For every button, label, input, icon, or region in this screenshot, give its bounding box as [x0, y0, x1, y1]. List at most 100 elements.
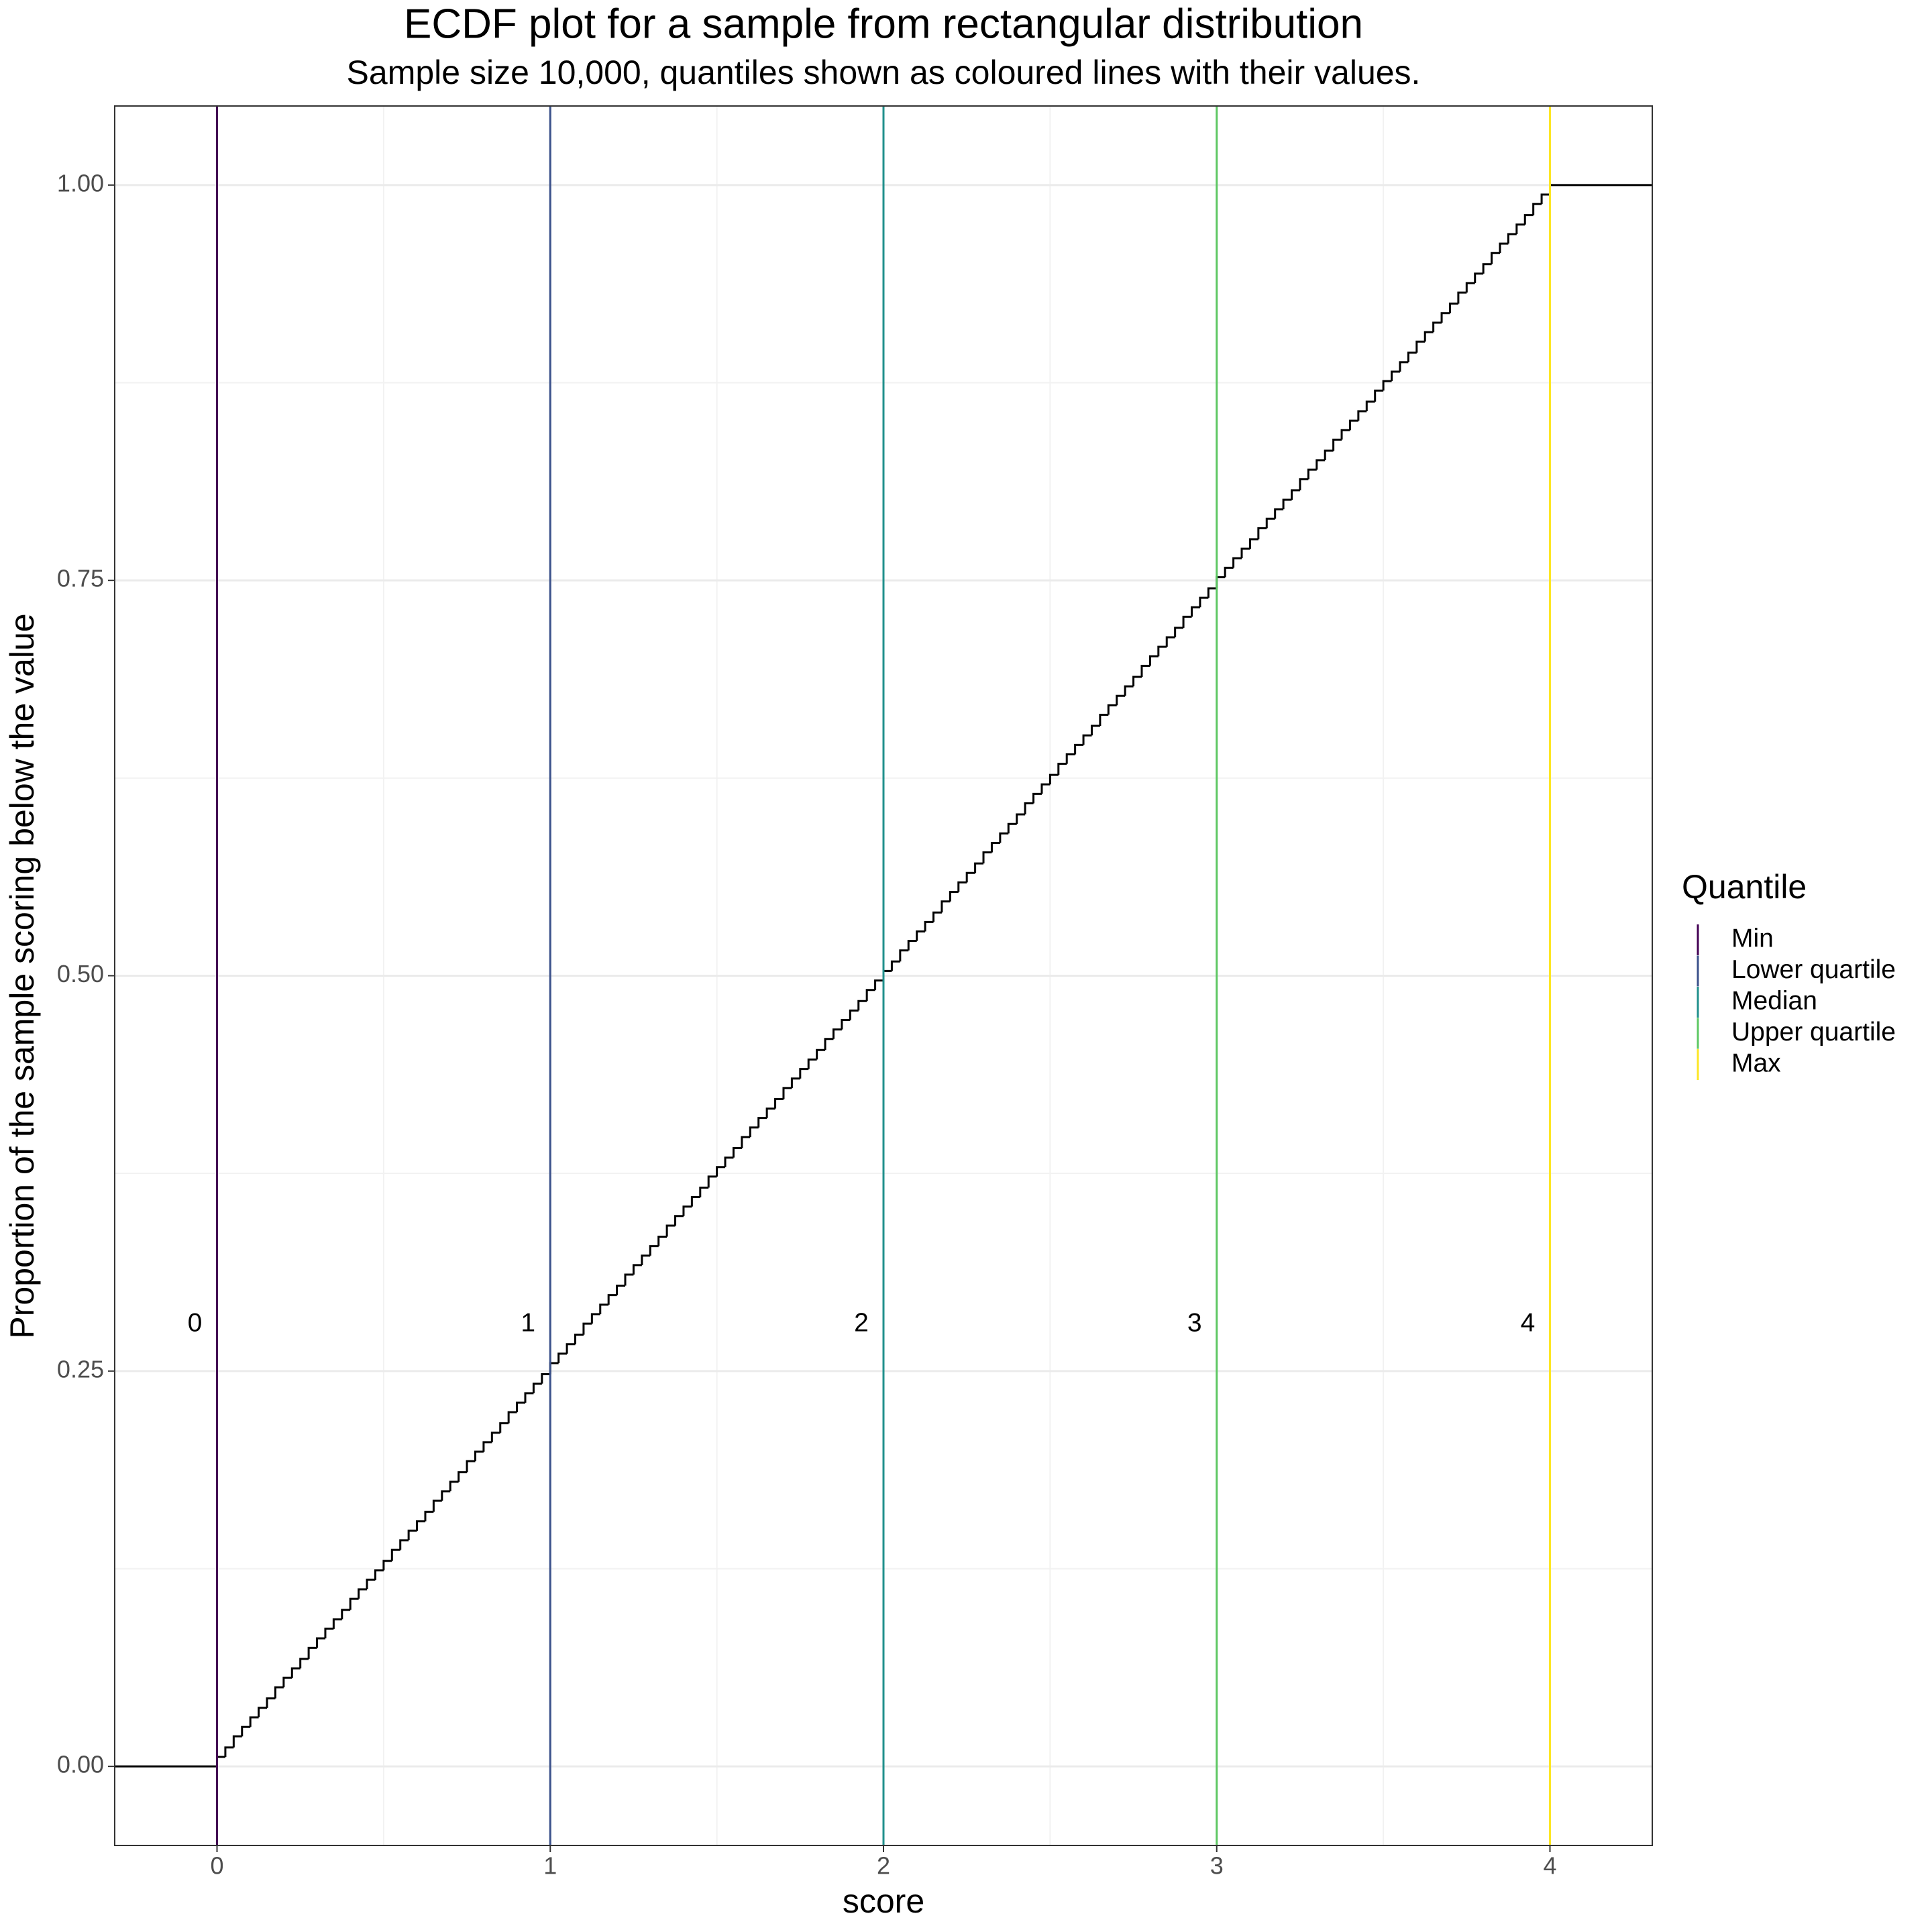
ecdf-step — [499, 1422, 509, 1433]
ecdf-step — [1357, 410, 1367, 421]
y-axis-label: Proportion of the sample scoring below t… — [3, 613, 41, 1338]
ecdf-step — [1165, 636, 1175, 647]
ecdf-step — [790, 1077, 800, 1088]
panel-border — [114, 105, 1653, 1846]
ecdf-step — [624, 1273, 634, 1286]
chart-title: ECDF plot for a sample from rectangular … — [404, 1, 1363, 47]
ecdf-step — [1124, 685, 1134, 696]
ecdf-step — [1074, 743, 1084, 755]
ecdf-step — [224, 1746, 234, 1757]
ecdf-step — [632, 1264, 642, 1275]
ecdf-step — [1324, 449, 1334, 461]
ecdf-step — [349, 1597, 359, 1610]
ecdf-step — [1265, 517, 1275, 529]
ecdf-step — [290, 1667, 301, 1678]
ecdf-step — [574, 1334, 584, 1344]
ecdf-step — [1474, 272, 1484, 284]
ecdf-step — [1532, 203, 1542, 215]
y-tick-label: 0.50 — [57, 960, 104, 987]
ecdf-step — [916, 930, 926, 941]
ecdf-step — [1199, 596, 1209, 608]
ecdf-step — [782, 1087, 792, 1099]
ecdf-step — [1157, 645, 1167, 657]
y-tick-label: 0.00 — [57, 1751, 104, 1778]
ecdf-step — [1407, 352, 1417, 362]
ecdf-step — [432, 1499, 442, 1512]
y-tick-label: 0.25 — [57, 1355, 104, 1383]
ecdf-step — [1382, 380, 1392, 391]
quantile-label: 4 — [1521, 1308, 1536, 1337]
ecdf-step — [799, 1068, 809, 1079]
ecdf-step — [316, 1637, 325, 1648]
ecdf-step — [1307, 468, 1317, 480]
ecdf-step — [999, 832, 1009, 843]
quantile-label: 1 — [521, 1308, 535, 1337]
ecdf-step — [1240, 547, 1250, 559]
ecdf-step — [1099, 714, 1109, 727]
ecdf-step — [990, 841, 1000, 853]
ecdf-step — [1515, 223, 1525, 234]
ecdf-step — [1132, 676, 1142, 687]
ecdf-step — [949, 891, 959, 902]
ecdf-step — [474, 1450, 484, 1462]
ecdf-step — [249, 1716, 259, 1727]
ecdf-step — [1016, 813, 1026, 824]
ecdf-step — [1448, 303, 1458, 313]
ecdf-step — [566, 1343, 576, 1354]
ecdf-step — [1374, 389, 1384, 402]
ecdf-step — [649, 1245, 659, 1256]
ecdf-step — [1424, 331, 1434, 342]
ecdf-step — [1148, 655, 1159, 666]
ecdf-step — [1465, 282, 1475, 293]
ecdf-step — [241, 1725, 251, 1737]
ecdf-step — [865, 989, 875, 1002]
ecdf-step — [366, 1578, 376, 1590]
ecdf-step — [557, 1352, 568, 1364]
ecdf-step — [1415, 340, 1426, 353]
ecdf-step — [849, 1009, 859, 1020]
ecdf-step — [1190, 606, 1200, 617]
ecdf-step — [890, 960, 900, 971]
ecdf-step — [682, 1205, 692, 1216]
ecdf-step — [1007, 822, 1017, 834]
ecdf-step — [607, 1294, 617, 1305]
ecdf-step — [841, 1019, 851, 1030]
x-tick-label: 3 — [1210, 1852, 1224, 1880]
ecdf-step — [1049, 773, 1059, 785]
ecdf-step — [699, 1186, 709, 1197]
quantile-label: 0 — [188, 1308, 203, 1337]
ecdf-step — [616, 1285, 626, 1295]
y-tick-label: 1.00 — [57, 169, 104, 197]
ecdf-step — [516, 1401, 525, 1413]
ecdf-step — [1482, 263, 1492, 274]
ecdf-step — [1065, 753, 1075, 764]
ecdf-step — [1348, 419, 1358, 431]
ecdf-step — [732, 1146, 742, 1158]
quantile-label: 3 — [1187, 1308, 1202, 1337]
ecdf-step — [774, 1097, 784, 1109]
ecdf-step — [674, 1215, 684, 1226]
ecdf-step — [974, 862, 984, 873]
chart-subtitle: Sample size 10,000, quantiles shown as c… — [347, 54, 1421, 91]
ecdf-step — [582, 1322, 592, 1335]
ecdf-step — [266, 1697, 276, 1708]
ecdf-step — [724, 1157, 734, 1167]
ecdf-step — [382, 1560, 392, 1570]
ecdf-step — [1140, 664, 1150, 677]
quantile-label: 2 — [854, 1308, 869, 1337]
ecdf-step — [1224, 566, 1234, 578]
ecdf-step — [1024, 802, 1034, 815]
ecdf-step — [590, 1313, 600, 1324]
ecdf-step — [965, 871, 975, 883]
ecdf-step — [749, 1126, 759, 1137]
ecdf-step — [1299, 478, 1309, 490]
ecdf-step — [824, 1038, 834, 1051]
ecdf-step — [307, 1646, 317, 1659]
ecdf-step — [657, 1235, 667, 1246]
ecdf-step — [1432, 321, 1442, 333]
ecdf-step — [941, 900, 951, 913]
ecdf-step — [899, 949, 909, 962]
